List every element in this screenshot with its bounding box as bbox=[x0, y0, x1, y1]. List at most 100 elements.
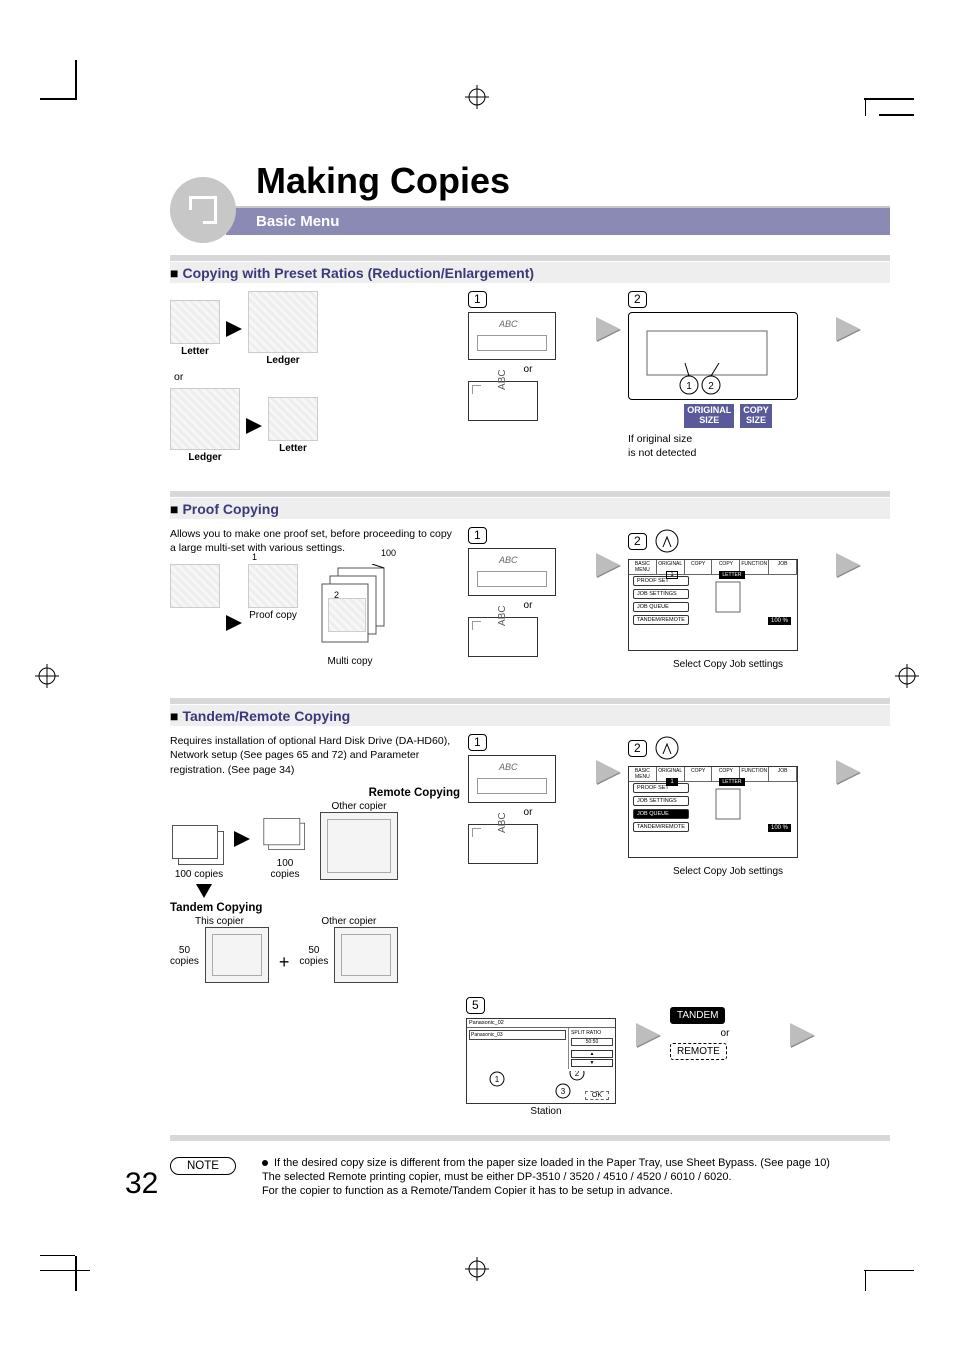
platen-diagram bbox=[468, 617, 538, 657]
bullet-icon bbox=[262, 1160, 268, 1166]
letter-label: Letter bbox=[279, 443, 307, 454]
arrow-right-icon bbox=[836, 317, 860, 341]
original-doc-icon bbox=[170, 300, 220, 344]
proof-copy-label: Proof copy bbox=[249, 610, 297, 621]
remote-copying-title: Remote Copying bbox=[170, 787, 460, 799]
step-number: 5 bbox=[466, 997, 485, 1014]
ledger-label: Ledger bbox=[188, 452, 221, 463]
crop-mark bbox=[865, 98, 867, 116]
crop-mark bbox=[40, 1255, 75, 1257]
crop-mark bbox=[865, 1271, 867, 1291]
or-text: or bbox=[468, 364, 588, 375]
letter-label: Letter bbox=[181, 346, 209, 357]
ledger-label: Ledger bbox=[266, 355, 299, 366]
or-text: or bbox=[174, 370, 460, 384]
step-number: 1 bbox=[468, 734, 487, 751]
registration-mark bbox=[895, 664, 919, 688]
control-panel-diagram: 1 2 bbox=[628, 312, 798, 400]
select-settings-caption: Select Copy Job settings bbox=[628, 866, 828, 877]
section-shade bbox=[170, 1135, 890, 1141]
section-tandem-remote: ■Tandem/Remote Copying Requires installa… bbox=[170, 698, 890, 1141]
note-item: If the desired copy size is different fr… bbox=[262, 1157, 890, 1169]
copier-icon bbox=[334, 927, 398, 983]
hint-text: If original size is not detected bbox=[628, 432, 828, 460]
or-text: or bbox=[468, 807, 588, 818]
other-copier-label: Other copier bbox=[321, 916, 376, 927]
page-title: Making Copies bbox=[256, 160, 510, 201]
crop-mark bbox=[40, 1270, 90, 1272]
note-item: For the copier to function as a Remote/T… bbox=[262, 1185, 890, 1197]
tandem-button: TANDEM bbox=[670, 1007, 725, 1024]
section-header: ■Copying with Preset Ratios (Reduction/E… bbox=[170, 261, 890, 283]
fifty-label: 50 copies bbox=[170, 945, 199, 967]
arrow-right-icon bbox=[636, 1023, 660, 1047]
arrow-right-icon bbox=[790, 1023, 814, 1047]
lcd-panel-diagram: BASIC MENUORIGINALCOPYCOPYFUNCTIONJOB PR… bbox=[628, 559, 798, 651]
registration-mark bbox=[465, 1257, 489, 1281]
registration-mark bbox=[465, 85, 489, 109]
paper-stack-icon bbox=[262, 816, 308, 851]
page-number: 32 bbox=[125, 1167, 158, 1201]
reduced-doc-icon bbox=[268, 397, 318, 441]
platen-diagram bbox=[468, 381, 538, 421]
header: Making Copies Basic Menu bbox=[170, 160, 890, 235]
svg-text:2: 2 bbox=[708, 381, 714, 392]
svg-text:1: 1 bbox=[495, 1075, 500, 1084]
arrow-right-icon bbox=[226, 321, 242, 337]
subtitle-band: Basic Menu bbox=[226, 208, 890, 235]
registration-mark bbox=[35, 664, 59, 688]
proof-desc: Allows you to make one proof set, before… bbox=[170, 527, 460, 555]
copier-icon bbox=[320, 812, 398, 880]
touch-icon bbox=[653, 527, 681, 555]
doc-icon bbox=[328, 598, 366, 632]
arrow-down-icon bbox=[196, 884, 212, 898]
station-panel-diagram: Panasonic_02 Panasonic_03 SPLIT RATIO 50… bbox=[466, 1018, 616, 1104]
section-header: ■Tandem/Remote Copying bbox=[170, 704, 890, 726]
select-settings-caption: Select Copy Job settings bbox=[628, 659, 828, 670]
label-100: 100 bbox=[381, 548, 396, 558]
arrow-right-icon bbox=[234, 831, 250, 847]
crop-mark bbox=[75, 1256, 77, 1291]
multi-copy-label: Multi copy bbox=[327, 656, 372, 667]
arrow-right-icon bbox=[246, 418, 262, 434]
remote-button: REMOTE bbox=[670, 1043, 727, 1060]
plus-icon: + bbox=[275, 952, 294, 983]
copier-icon bbox=[205, 927, 269, 983]
step-number: 2 bbox=[628, 533, 647, 550]
arrow-right-icon bbox=[596, 317, 620, 341]
adf-diagram bbox=[468, 312, 556, 360]
tandem-copying-title: Tandem Copying bbox=[170, 902, 460, 914]
page-content: Making Copies Basic Menu ■Copying with P… bbox=[170, 160, 890, 1199]
svg-text:1: 1 bbox=[686, 381, 692, 392]
svg-text:3: 3 bbox=[561, 1087, 566, 1096]
step-number: 2 bbox=[628, 740, 647, 757]
arrow-right-icon bbox=[596, 760, 620, 784]
arrow-right-icon bbox=[836, 553, 860, 577]
crop-mark bbox=[864, 98, 914, 100]
note-label: NOTE bbox=[170, 1157, 236, 1175]
hundred-copies-label: 100 copies bbox=[271, 858, 300, 880]
or-text: or bbox=[468, 600, 588, 611]
step-number: 1 bbox=[468, 291, 487, 308]
touch-icon bbox=[653, 734, 681, 762]
note-item: The selected Remote printing copier, mus… bbox=[262, 1171, 890, 1183]
station-label: Station bbox=[466, 1106, 626, 1117]
step-number: 2 bbox=[628, 291, 647, 308]
crop-mark bbox=[40, 98, 75, 100]
hundred-copies-label: 100 copies bbox=[175, 869, 223, 880]
crop-mark bbox=[75, 60, 77, 100]
this-copier-label: This copier bbox=[195, 916, 244, 927]
original-doc-icon bbox=[170, 388, 240, 450]
arrow-right-icon bbox=[836, 760, 860, 784]
svg-text:2: 2 bbox=[575, 1071, 580, 1078]
section-badge-icon bbox=[170, 177, 236, 243]
lcd-panel-diagram: BASIC MENUORIGINALCOPYCOPYFUNCTIONJOB PR… bbox=[628, 766, 798, 858]
other-copier-label: Other copier bbox=[331, 801, 386, 812]
paper-stack-icon bbox=[170, 823, 228, 867]
original-size-tag: ORIGINAL SIZE bbox=[684, 404, 734, 428]
section-preset-ratios: ■Copying with Preset Ratios (Reduction/E… bbox=[170, 255, 890, 471]
original-doc-icon bbox=[170, 564, 220, 608]
section-proof-copying: ■Proof Copying Allows you to make one pr… bbox=[170, 491, 890, 678]
crop-mark bbox=[864, 1270, 914, 1272]
step-number: 1 bbox=[468, 527, 487, 544]
